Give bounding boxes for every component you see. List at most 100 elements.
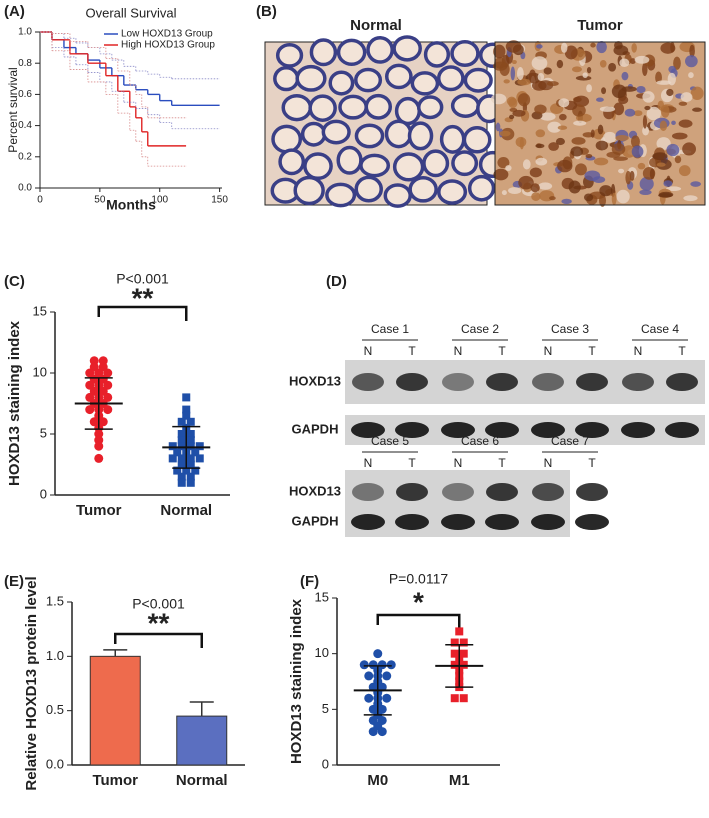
band — [531, 422, 565, 438]
tissue — [493, 168, 509, 181]
tissue — [596, 40, 607, 54]
tissue — [596, 97, 604, 102]
gland — [275, 42, 304, 68]
data-point — [177, 417, 186, 426]
lane-label: T — [678, 344, 686, 358]
significance: * — [413, 586, 424, 617]
tissue — [506, 96, 517, 106]
tissue — [510, 66, 516, 81]
gland — [271, 124, 303, 154]
tissue — [568, 180, 581, 194]
tissue — [608, 62, 617, 72]
tissue — [516, 67, 524, 81]
tissue — [614, 41, 623, 50]
tissue — [598, 194, 607, 207]
western-blot: HOXD13 GAPDH Case 1 N T Case 2 N T Case 3 N T Case … — [289, 322, 705, 537]
tissue — [599, 59, 607, 68]
tissue — [636, 85, 646, 94]
y-tick-label: 0.5 — [46, 702, 64, 717]
tissue — [531, 56, 548, 71]
y-tick-label: 10 — [33, 364, 47, 379]
y-tick-label: 0 — [322, 756, 329, 771]
significance: ** — [132, 282, 154, 313]
tissue — [547, 121, 562, 133]
row-label: HOXD13 — [289, 373, 341, 388]
panel-label: (B) — [256, 3, 277, 20]
data-point — [195, 454, 204, 463]
tissue — [558, 98, 570, 108]
tissue — [531, 192, 541, 201]
case-label: Case 6 — [461, 434, 499, 448]
tissue — [625, 170, 632, 185]
tissue — [557, 125, 568, 130]
gland — [407, 121, 434, 151]
tissue — [671, 132, 688, 140]
band — [622, 373, 654, 391]
row-label: HOXD13 — [289, 483, 341, 498]
tissue — [517, 93, 531, 107]
tissue — [586, 67, 592, 74]
band — [486, 483, 518, 501]
tissue — [546, 81, 559, 87]
case-label: Case 3 — [551, 322, 589, 336]
tissue — [685, 55, 698, 68]
tissue — [559, 113, 567, 121]
band — [351, 514, 385, 530]
legend-label: Low HOXD13 Group — [121, 29, 213, 40]
data-point — [450, 638, 459, 647]
gland — [278, 148, 306, 176]
tissue — [505, 40, 522, 53]
y-tick-label: 0 — [40, 486, 47, 501]
tissue — [656, 162, 666, 167]
y-tick-label: 5 — [40, 425, 47, 440]
tissue — [560, 42, 568, 53]
lane-label: T — [588, 456, 596, 470]
tissue — [536, 44, 543, 49]
row-label: GAPDH — [292, 513, 339, 528]
data-point — [186, 460, 195, 469]
y-tick-label: 10 — [315, 645, 329, 660]
x-tick-label: Normal — [176, 772, 228, 789]
tissue — [495, 122, 501, 132]
data-point — [191, 448, 200, 457]
y-tick-label: 0.8 — [18, 58, 32, 69]
data-point — [103, 405, 113, 415]
lane-label: N — [544, 344, 553, 358]
data-point — [450, 694, 459, 703]
legend-label: High HOXD13 Group — [121, 40, 215, 51]
band — [396, 483, 428, 501]
band — [575, 514, 609, 530]
tissue — [678, 119, 693, 128]
tissue — [690, 86, 704, 101]
tissue — [499, 130, 511, 137]
data-point — [168, 454, 177, 463]
tissue — [639, 189, 652, 196]
data-point — [386, 660, 396, 670]
gland — [451, 150, 479, 177]
tissue — [535, 157, 548, 166]
tissue — [595, 140, 609, 151]
data-point — [177, 472, 186, 481]
y-tick-label: 0.6 — [18, 89, 32, 100]
data-point — [459, 638, 468, 647]
data-point — [359, 660, 369, 670]
tissue — [663, 180, 673, 187]
tissue — [583, 193, 594, 202]
y-tick-label: 15 — [315, 589, 329, 604]
data-point — [459, 694, 468, 703]
data-point — [186, 442, 195, 451]
tissue — [644, 105, 651, 111]
tissue — [656, 80, 672, 85]
band — [442, 483, 474, 501]
y-tick-label: 0.4 — [18, 120, 32, 131]
panel-label: (F) — [300, 573, 319, 590]
tissue — [538, 182, 553, 190]
band — [575, 422, 609, 438]
tissue — [658, 191, 674, 198]
gland — [384, 63, 413, 90]
band — [485, 514, 519, 530]
chart-title: Overall Survival — [85, 5, 176, 20]
data-point — [186, 417, 195, 426]
gland — [309, 38, 338, 67]
data-point — [368, 727, 378, 737]
